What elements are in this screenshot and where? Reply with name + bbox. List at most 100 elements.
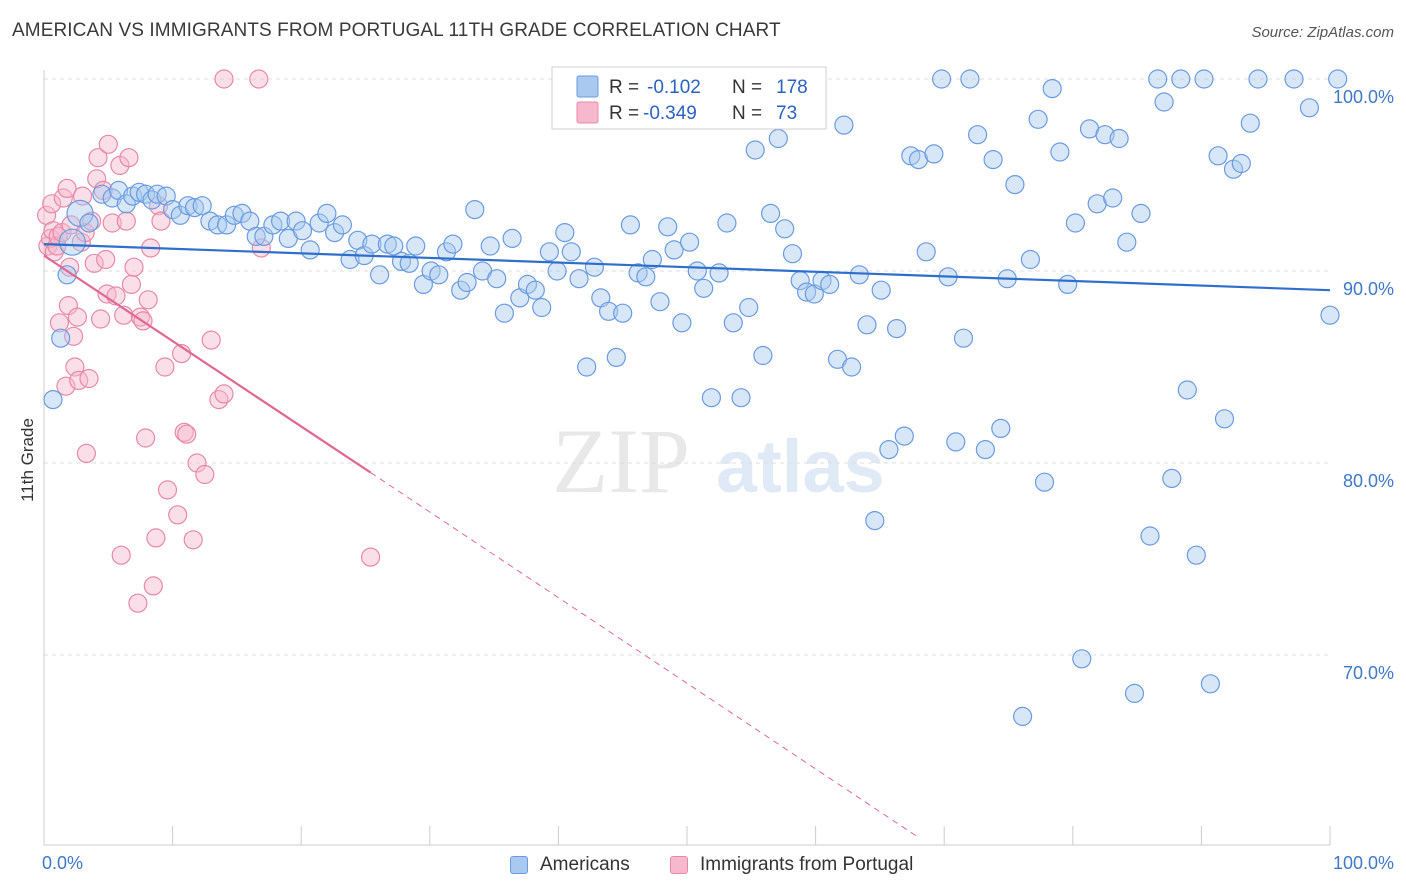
legend-n-label-portugal: N = <box>732 103 762 124</box>
point-americans <box>967 125 988 145</box>
point-americans <box>760 203 781 223</box>
point-americans <box>317 203 337 223</box>
point-americans <box>894 426 914 446</box>
point-portugal <box>56 376 76 396</box>
point-americans <box>1299 98 1320 118</box>
point-americans <box>494 303 514 323</box>
point-portugal <box>87 169 107 189</box>
point-portugal <box>177 424 197 444</box>
point-americans <box>292 221 313 241</box>
point-americans <box>796 282 817 302</box>
legend-r-label-americans: R = <box>609 77 639 98</box>
point-americans <box>443 234 463 254</box>
point-americans <box>480 236 500 256</box>
point-americans <box>1072 649 1092 669</box>
point-americans <box>1154 92 1174 112</box>
legend-item-portugal[interactable]: Immigrants from Portugal <box>670 852 913 878</box>
point-americans <box>931 69 952 89</box>
trend-line-portugal <box>43 254 372 474</box>
point-americans <box>782 244 803 264</box>
point-americans <box>642 249 662 270</box>
point-americans <box>1231 153 1251 174</box>
point-americans <box>142 190 162 210</box>
point-americans <box>547 261 567 281</box>
point-portugal <box>119 148 139 168</box>
point-americans <box>79 213 99 233</box>
point-americans <box>1148 69 1168 89</box>
chart-title: AMERICAN VS IMMIGRANTS FROM PORTUGAL 11T… <box>12 20 781 41</box>
point-americans <box>43 390 63 410</box>
series-portugal-points <box>36 69 381 613</box>
point-americans <box>960 69 980 89</box>
point-americans <box>51 328 71 348</box>
point-americans <box>436 242 457 262</box>
point-americans <box>525 280 545 300</box>
point-americans <box>598 301 619 321</box>
point-portugal <box>90 309 111 329</box>
point-americans <box>849 265 869 285</box>
point-americans <box>953 328 974 348</box>
point-americans <box>1131 203 1151 223</box>
point-americans <box>991 418 1011 438</box>
legend-swatch-portugal-bottom <box>670 856 688 874</box>
point-americans <box>1095 125 1115 145</box>
point-portugal <box>67 307 88 327</box>
point-portugal <box>195 464 215 485</box>
point-americans <box>286 211 306 231</box>
point-americans <box>325 223 345 243</box>
point-americans <box>841 357 862 377</box>
point-americans <box>1194 69 1214 89</box>
point-americans <box>924 144 944 164</box>
point-portugal <box>209 390 229 410</box>
point-portugal <box>76 443 97 463</box>
point-americans <box>1162 468 1182 488</box>
point-americans <box>309 213 329 233</box>
point-americans <box>451 280 471 300</box>
point-portugal <box>214 384 234 404</box>
point-americans <box>217 215 237 235</box>
point-portugal <box>88 148 108 168</box>
point-americans <box>1103 188 1123 208</box>
y-tick-labels: 100.0% 90.0% 80.0% 70.0% <box>1333 87 1394 683</box>
point-americans <box>362 234 382 254</box>
point-portugal <box>124 257 144 277</box>
point-americans <box>370 265 390 285</box>
watermark-atlas: atlas <box>716 425 885 508</box>
point-americans <box>1042 78 1062 99</box>
point-portugal <box>143 576 163 596</box>
point-portugal <box>146 528 166 548</box>
point-americans <box>58 228 86 256</box>
point-americans <box>584 257 605 277</box>
point-americans <box>753 345 773 366</box>
point-americans <box>1284 69 1304 89</box>
point-americans <box>232 203 252 223</box>
point-americans <box>620 215 641 235</box>
legend-n-value-portugal: 73 <box>776 103 797 124</box>
point-americans <box>679 232 700 252</box>
point-americans <box>768 128 788 149</box>
point-americans <box>613 303 633 323</box>
point-americans <box>57 265 77 285</box>
legend-label-portugal: Immigrants from Portugal <box>700 854 914 875</box>
point-americans <box>102 188 122 208</box>
point-portugal <box>151 211 171 231</box>
point-americans <box>687 261 707 281</box>
point-americans <box>731 388 751 408</box>
point-americans <box>1171 69 1191 89</box>
point-portugal <box>116 211 136 231</box>
legend-item-americans[interactable]: Americans <box>510 852 630 878</box>
legend-n-value-americans: 178 <box>776 77 808 98</box>
point-portugal <box>53 188 73 208</box>
point-americans <box>332 215 352 235</box>
point-americans <box>1248 69 1268 89</box>
point-americans <box>300 240 320 260</box>
point-americans <box>865 510 885 531</box>
point-portugal <box>98 134 118 154</box>
point-americans <box>246 226 266 246</box>
legend-r-label-portugal: R = <box>609 103 639 124</box>
point-americans <box>192 196 212 216</box>
point-americans <box>569 269 589 289</box>
point-americans <box>406 236 426 256</box>
point-americans <box>1328 69 1348 89</box>
gridlines <box>44 78 1330 656</box>
